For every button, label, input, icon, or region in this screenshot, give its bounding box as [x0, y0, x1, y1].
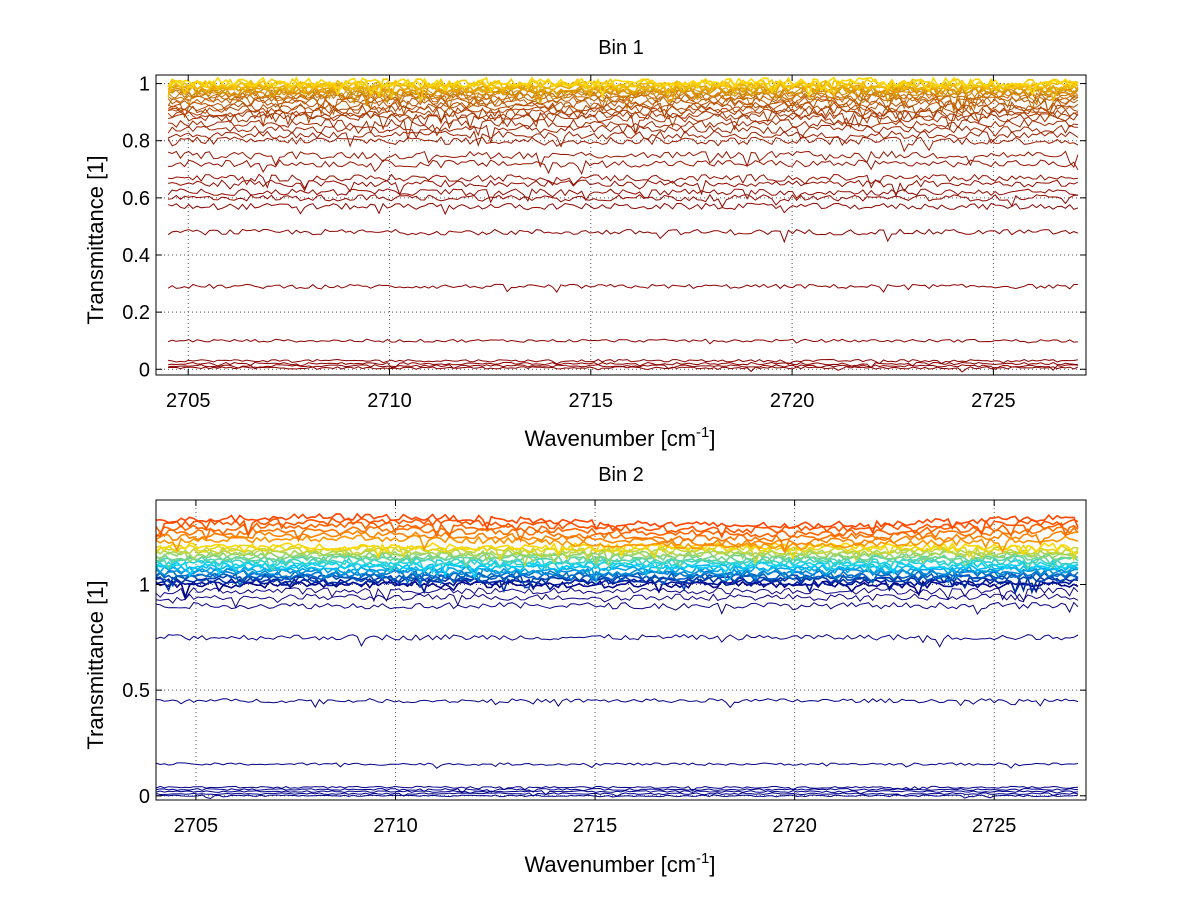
spectrum-line-12 — [168, 159, 1079, 176]
y-tick-label: 0.8 — [122, 131, 150, 153]
spectrum-line-6 — [167, 228, 1079, 244]
spectrum-line-24 — [167, 95, 1078, 118]
y-tick-label: 0.6 — [122, 188, 150, 210]
x-tick-label: 2705 — [174, 815, 219, 837]
spectrum-line-10 — [155, 586, 1079, 603]
bin-2-title: Bin 2 — [598, 464, 644, 486]
spectrum-line-22 — [167, 101, 1079, 120]
bin-2-x-axis-label-suffix: ] — [709, 852, 715, 877]
spectrum-line-2 — [168, 361, 1078, 369]
spectrum-line-7 — [155, 633, 1079, 648]
bin-1-x-axis-label-suffix: ] — [709, 426, 715, 451]
spectrum-line-21 — [155, 558, 1079, 575]
bin-2-series-group — [155, 512, 1079, 800]
x-tick-label: 2710 — [373, 815, 418, 837]
spectrum-line-9 — [155, 593, 1079, 609]
spectrum-line-26 — [155, 547, 1079, 570]
y-tick-label: 0.5 — [122, 680, 150, 702]
spectrum-line-22 — [155, 556, 1079, 574]
spectrum-line-14 — [167, 136, 1079, 153]
spectrum-line-19 — [155, 562, 1079, 577]
spectrum-line-11 — [168, 173, 1078, 190]
spectrum-line-17 — [168, 118, 1078, 140]
spectrum-line-4 — [155, 785, 1079, 792]
bin-1-x-axis-label-main: Wavenumber [cm — [524, 426, 696, 451]
spectrum-line-16 — [167, 124, 1078, 144]
spectrum-line-13 — [167, 150, 1079, 169]
spectrum-line-35 — [167, 77, 1079, 99]
bin-2-x-axis-label-superscript: -1 — [696, 850, 709, 867]
bin-1-y-axis-label: Transmittance [1] — [83, 155, 108, 324]
spectrum-line-1 — [168, 364, 1078, 371]
y-tick-label: 0.2 — [122, 302, 150, 324]
bin-1-x-ticks: 2705 2710 2715 2720 2725 — [166, 75, 1016, 412]
bin-2-y-ticks: 00.51 — [122, 575, 1086, 808]
bin-1-x-axis-label: Wavenumber [cm-1] — [524, 424, 715, 451]
spectrum-line-32 — [155, 525, 1079, 544]
bin-2-axes-box — [155, 499, 1087, 801]
spectrum-line-3 — [155, 787, 1079, 794]
bin-1-title: Bin 1 — [598, 37, 644, 59]
spectrum-line-16 — [155, 568, 1079, 589]
bin-1-grid — [156, 75, 1086, 375]
spectrum-line-4 — [167, 338, 1078, 345]
spectrum-line-9 — [167, 188, 1078, 204]
spectrum-line-30 — [167, 84, 1079, 107]
spectrum-line-7 — [167, 202, 1079, 216]
x-tick-label: 2725 — [971, 390, 1016, 412]
x-tick-label: 2705 — [166, 390, 211, 412]
spectrum-line-5 — [155, 762, 1079, 769]
spectrum-line-17 — [155, 567, 1079, 583]
bin-1-y-ticks: 0 0.2 0.4 0.6 0.8 1 — [122, 74, 1086, 381]
spectrum-line-8 — [168, 193, 1078, 208]
spectrum-line-29 — [155, 541, 1079, 560]
bin-1-axes-box — [155, 74, 1087, 376]
y-tick-label: 0 — [139, 786, 150, 808]
spectrum-line-34 — [155, 517, 1079, 539]
spectrum-line-3 — [168, 358, 1078, 365]
spectrum-line-2 — [155, 790, 1079, 796]
bin-2-x-ticks: 2705 2710 2715 2720 2725 — [174, 500, 1017, 837]
bin-2-y-axis-label: Transmittance [1] — [83, 580, 108, 749]
spectrum-line-14 — [155, 573, 1079, 592]
x-tick-label: 2710 — [367, 390, 412, 412]
x-tick-label: 2725 — [972, 815, 1017, 837]
x-tick-label: 2715 — [569, 390, 614, 412]
x-tick-label: 2720 — [772, 815, 817, 837]
spectrum-line-36 — [167, 76, 1079, 99]
x-tick-label: 2715 — [573, 815, 618, 837]
spectrum-line-27 — [167, 89, 1078, 114]
spectrum-line-28 — [155, 543, 1079, 563]
bin-2-panel: Bin 2 2705 2710 2715 2720 2725 00.51 Wavenum… — [83, 464, 1087, 877]
spectrum-line-15 — [167, 130, 1079, 148]
x-tick-label: 2720 — [770, 390, 815, 412]
bin-1-x-axis-label-superscript: -1 — [696, 424, 709, 441]
spectrum-line-1 — [155, 792, 1079, 797]
bin-1-series-group — [167, 76, 1079, 373]
bin-1-panel: Bin 1 2705 2710 2715 2720 2725 0 0.2 0.4 0.6 0.8… — [83, 37, 1087, 451]
y-tick-label: 0.4 — [122, 245, 150, 267]
spectrum-line-18 — [155, 565, 1079, 585]
spectrum-line-6 — [155, 698, 1079, 709]
spectrum-line-30 — [155, 534, 1079, 554]
y-tick-label: 1 — [139, 74, 150, 96]
spectrum-line-5 — [167, 283, 1078, 293]
spectrum-line-35 — [155, 512, 1079, 535]
y-tick-label: 0 — [139, 359, 150, 381]
bin-2-x-axis-label: Wavenumber [cm-1] — [524, 850, 715, 877]
spectrum-line-19 — [167, 109, 1079, 131]
y-tick-label: 1 — [139, 575, 150, 597]
spectrum-line-10 — [168, 179, 1079, 198]
bin-2-x-axis-label-main: Wavenumber [cm — [524, 852, 696, 877]
spectrum-line-8 — [155, 601, 1079, 616]
